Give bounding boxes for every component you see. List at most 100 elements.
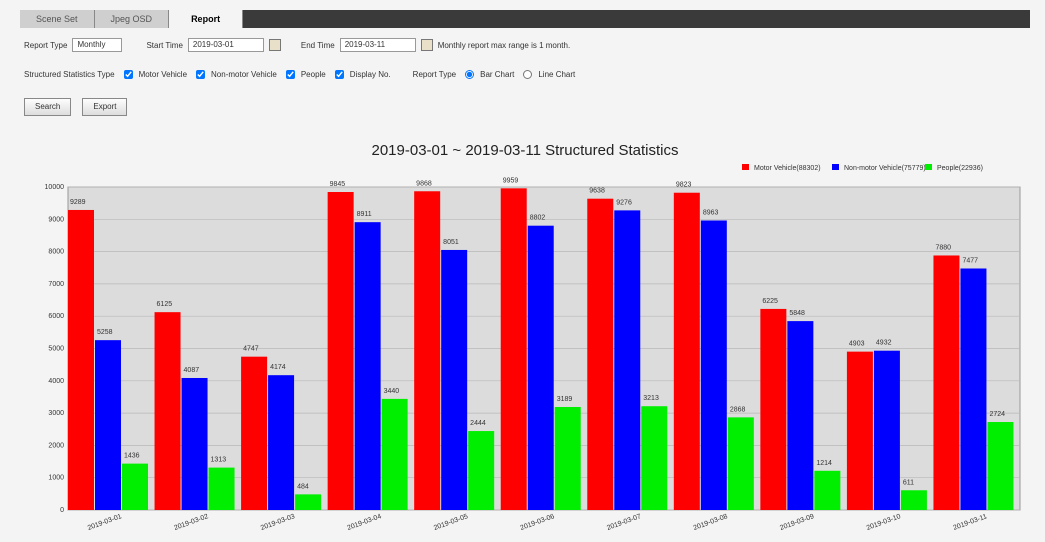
checkbox[interactable] [285, 70, 295, 79]
value-label: 4932 [876, 340, 892, 347]
value-label: 2868 [730, 406, 746, 413]
bar [441, 249, 468, 510]
value-label: 3189 [557, 396, 573, 403]
value-label: 1313 [211, 457, 227, 464]
select[interactable]: Monthly [72, 38, 123, 52]
legend-swatch [925, 164, 932, 170]
value-label: 4903 [849, 341, 865, 348]
bar [295, 494, 322, 510]
bar [787, 321, 814, 510]
value-label: 5258 [97, 329, 113, 336]
bar [95, 340, 121, 510]
radio[interactable] [523, 70, 533, 79]
value-label: 9868 [416, 180, 432, 187]
date-input[interactable]: 2019-03-01 [187, 38, 264, 52]
value-label: 9959 [503, 177, 519, 184]
value-label: 484 [297, 483, 309, 490]
value-label: 1214 [816, 460, 832, 467]
calendar-icon[interactable] [420, 39, 433, 51]
tab[interactable]: Report [169, 10, 244, 28]
bar [154, 312, 181, 510]
chart: 2019-03-01 ~ 2019-03-11 Structured Stati… [20, 130, 1030, 536]
value-label: 9289 [70, 199, 86, 206]
option: Motor Vehicle [138, 70, 188, 79]
legend-swatch [832, 164, 839, 170]
bar [673, 192, 700, 510]
y-tick-label: 3000 [48, 410, 64, 417]
y-tick-label: 8000 [48, 249, 64, 256]
bar [208, 467, 235, 510]
y-tick-label: 1000 [48, 475, 64, 482]
y-tick-label: 7000 [48, 281, 64, 288]
bar [846, 351, 873, 510]
checkbox[interactable] [123, 70, 133, 79]
value-label: 2724 [989, 411, 1005, 418]
y-tick-label: 2000 [48, 442, 64, 449]
y-tick-label: 6000 [48, 313, 64, 320]
filter-row: Report Type Monthly Start Time 2019-03-0… [24, 38, 570, 52]
value-label: 8051 [443, 239, 459, 246]
type-row: Structured Statistics Type Motor Vehicle… [24, 70, 575, 79]
export-button[interactable]: Export [82, 98, 128, 116]
checkbox[interactable] [196, 70, 206, 79]
value-label: 5848 [789, 310, 805, 317]
y-tick-label: 10000 [45, 184, 65, 191]
value-label: 6125 [157, 301, 173, 308]
value-label: 3440 [384, 388, 400, 395]
tab[interactable]: Scene Set [20, 10, 95, 28]
note: Monthly report max range is 1 month. [437, 40, 571, 50]
value-label: 8911 [357, 211, 372, 218]
bar [181, 377, 208, 510]
bar [987, 422, 1014, 510]
bar [500, 188, 527, 511]
bar [122, 463, 148, 510]
bar [873, 350, 900, 510]
option: Bar Chart [480, 70, 515, 79]
value-label: 4174 [270, 364, 286, 371]
legend-label: Non-motor Vehicle(75779) [844, 165, 926, 172]
value-label: 7477 [962, 257, 978, 264]
checkbox[interactable] [334, 70, 344, 79]
value-label: 6225 [762, 298, 778, 305]
date-input[interactable]: 2019-03-11 [339, 38, 416, 52]
value-label: 9823 [676, 182, 692, 189]
bar [554, 406, 581, 510]
option: Non-motor Vehicle [211, 70, 277, 79]
bar [933, 255, 960, 510]
value-label: 3213 [643, 395, 659, 402]
y-tick-label: 5000 [48, 346, 64, 353]
value-label: 8802 [530, 215, 546, 222]
value-label: 611 [903, 479, 914, 486]
tab[interactable]: Jpeg OSD [94, 10, 170, 28]
legend-label: People(22936) [937, 165, 983, 172]
bar [468, 431, 495, 510]
bar [614, 210, 641, 510]
y-tick-label: 9000 [48, 216, 64, 223]
y-tick-label: 0 [60, 507, 64, 514]
option: People [300, 70, 326, 79]
bar [700, 220, 727, 510]
bar [760, 308, 787, 510]
legend-label: Motor Vehicle(88302) [754, 165, 821, 172]
bar [241, 356, 268, 510]
bar [727, 417, 754, 510]
value-label: 8963 [703, 209, 719, 216]
bar [381, 398, 408, 510]
bar [960, 268, 987, 510]
bar [641, 406, 668, 510]
tab-bar: Scene Set Jpeg OSD Report [20, 10, 1030, 28]
bar [414, 191, 441, 510]
calendar-icon[interactable] [268, 39, 281, 51]
option: Display No. [349, 70, 391, 79]
button-row: Search Export [24, 98, 133, 116]
value-label: 9845 [330, 181, 346, 188]
bar [354, 222, 381, 511]
value-label: 4747 [243, 346, 259, 353]
bar [268, 375, 295, 510]
radio[interactable] [465, 70, 475, 79]
label: Start Time [146, 40, 183, 50]
value-label: 2444 [470, 420, 486, 427]
value-label: 1436 [124, 453, 140, 460]
search-button[interactable]: Search [24, 98, 72, 116]
bar [814, 470, 841, 510]
